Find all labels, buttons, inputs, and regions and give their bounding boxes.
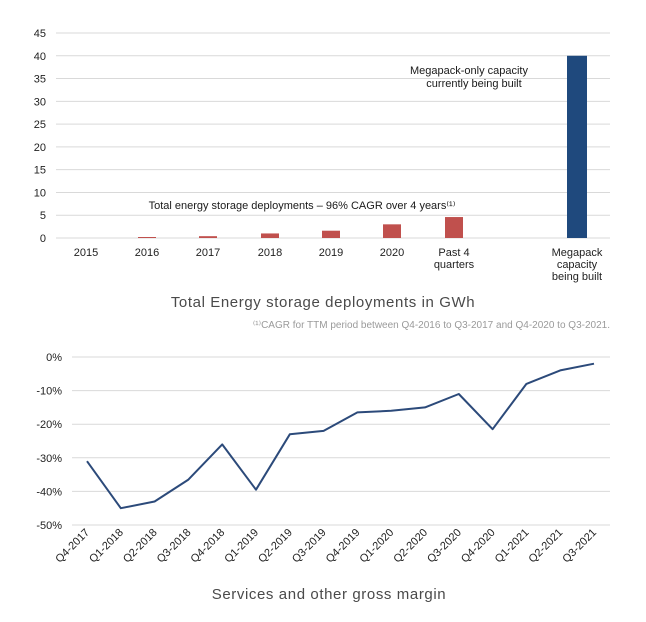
line-y-tick-label: 0%	[46, 352, 62, 364]
bar-x-tick-label: 2020	[380, 247, 404, 259]
megapack-annotation-line2: currently being built	[426, 78, 521, 90]
line-x-tick-label: Q3-2021	[560, 527, 599, 566]
line-y-tick-label: -40%	[36, 486, 62, 498]
bar-x-tick-label: 2015	[74, 247, 98, 259]
bar-chart-gridlines	[56, 32, 610, 239]
bar-y-tick-label: 40	[34, 51, 46, 63]
bar-x-tick-label: 2019	[319, 247, 343, 259]
line-x-tick-label: Q2-2018	[121, 527, 160, 566]
line-y-tick-label: -10%	[36, 386, 62, 398]
line-y-tick-label: -30%	[36, 453, 62, 465]
line-x-tick-label: Q2-2019	[256, 527, 295, 566]
line-y-tick-label: -20%	[36, 419, 62, 431]
bar-y-tick-label: 25	[34, 119, 46, 131]
line-x-tick-label: Q3-2018	[155, 527, 194, 566]
bar-2019	[322, 230, 340, 238]
line-x-tick-label: Q4-2020	[459, 527, 498, 566]
line-x-tick-label: Q4-2018	[189, 527, 228, 566]
bar-y-tick-label: 35	[34, 74, 46, 86]
bar-past-4-quarters	[445, 217, 463, 238]
bar-chart-footnote: ⁽¹⁾CAGR for TTM period between Q4-2016 t…	[253, 320, 610, 331]
bar-x-tick-label: Megapack capacity being built	[552, 247, 603, 283]
bar-x-tick-label: 2017	[196, 247, 220, 259]
gross-margin-series-line	[86, 362, 595, 510]
bar-megapack-capacity-being-built	[567, 55, 587, 239]
line-chart-x-axis: Q4-2017Q1-2018Q2-2018Q3-2018Q4-2018Q1-20…	[53, 527, 599, 566]
bar-y-tick-label: 45	[34, 28, 46, 40]
bar-y-tick-label: 20	[34, 142, 46, 154]
cagr-annotation: Total energy storage deployments – 96% C…	[149, 200, 456, 212]
line-x-tick-label: Q1-2019	[222, 527, 261, 566]
bar-2018	[261, 233, 279, 238]
bar-y-tick-label: 0	[40, 233, 46, 245]
bar-chart-bars	[138, 55, 587, 239]
line-x-tick-label: Q2-2021	[527, 527, 566, 566]
line-y-tick-label: -50%	[36, 520, 62, 532]
bar-2017	[199, 236, 217, 238]
line-x-tick-label: Q4-2017	[53, 527, 92, 566]
bar-chart-title: Total Energy storage deployments in GWh	[171, 294, 475, 311]
line-x-tick-label: Q4-2019	[324, 527, 363, 566]
bar-x-tick-label: Past 4 quarters	[434, 247, 475, 271]
bar-chart-x-axis: 2015 2016 2017 2018 2019 2020 Past 4 quarters Me…	[74, 247, 603, 283]
bar-y-tick-label: 15	[34, 165, 46, 177]
line-chart-title: Services and other gross margin	[212, 586, 447, 603]
line-x-tick-label: Q1-2020	[358, 527, 397, 566]
bar-y-tick-label: 5	[40, 210, 46, 222]
bar-x-tick-label: 2018	[258, 247, 282, 259]
bar-y-tick-label: 10	[34, 187, 46, 199]
bar-2020	[383, 224, 401, 238]
line-x-tick-label: Q2-2020	[391, 527, 430, 566]
line-x-tick-label: Q3-2020	[425, 527, 464, 566]
megapack-annotation-line1: Megapack-only capacity	[410, 65, 529, 77]
bar-x-tick-label: 2016	[135, 247, 159, 259]
bar-y-tick-label: 30	[34, 96, 46, 108]
line-x-tick-label: Q1-2018	[87, 527, 126, 566]
line-x-tick-label: Q3-2019	[290, 527, 329, 566]
line-x-tick-label: Q1-2021	[493, 527, 532, 566]
bar-chart-y-axis: 0 5 10 15 20 25 30 35 40 45	[34, 28, 46, 245]
bar-2016	[138, 237, 156, 238]
line-chart-y-axis: 0% -10% -20% -30% -40% -50%	[36, 352, 62, 532]
